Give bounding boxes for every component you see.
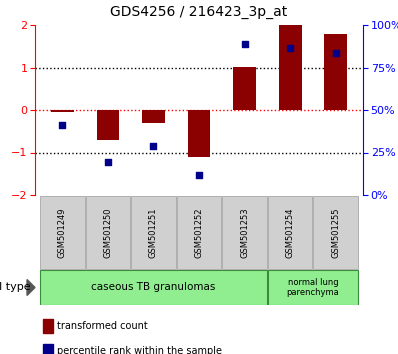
Bar (233, 67, 256, 110)
Bar (313, 196, 358, 269)
Text: transformed count: transformed count (57, 321, 148, 331)
Text: GSM501254: GSM501254 (286, 207, 295, 258)
Text: percentile rank within the sample: percentile rank within the sample (57, 346, 222, 354)
Text: GSM501250: GSM501250 (103, 207, 112, 258)
Text: GSM501255: GSM501255 (331, 207, 340, 258)
Point (287, 46, 293, 51)
Point (150, 143, 157, 149)
Bar (279, 25, 302, 110)
Text: caseous TB granulomas: caseous TB granulomas (91, 282, 216, 292)
Text: GDS4256 / 216423_3p_at: GDS4256 / 216423_3p_at (110, 5, 288, 19)
Bar (40, 270, 267, 305)
Text: normal lung
parenchyma: normal lung parenchyma (287, 278, 339, 297)
Point (241, 41, 248, 47)
Text: GSM501249: GSM501249 (58, 207, 67, 258)
Bar (177, 196, 221, 269)
Bar (40, 196, 85, 269)
Bar (268, 196, 312, 269)
Point (332, 50, 339, 56)
Point (196, 172, 202, 177)
Bar (222, 196, 267, 269)
Text: GSM501253: GSM501253 (240, 207, 249, 258)
Bar (187, 110, 211, 157)
Point (59, 122, 66, 128)
Text: GSM501252: GSM501252 (195, 207, 203, 258)
Bar (131, 196, 176, 269)
Point (105, 159, 111, 165)
Text: GSM501251: GSM501251 (149, 207, 158, 258)
Bar (51, 110, 74, 112)
Text: cell type: cell type (0, 282, 31, 292)
Bar (86, 196, 130, 269)
Bar (324, 34, 347, 110)
Bar (96, 110, 119, 140)
Bar (268, 270, 358, 305)
Bar (142, 110, 165, 123)
